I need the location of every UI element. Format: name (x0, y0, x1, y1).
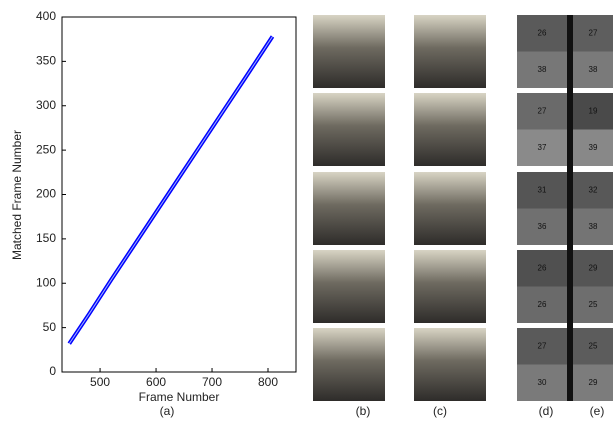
y-tick-label: 200 (36, 187, 56, 201)
image-c (414, 93, 486, 166)
image-c (414, 15, 486, 88)
cell-value: 38 (589, 65, 598, 74)
cell-value: 26 (538, 28, 547, 37)
cell-e (573, 250, 613, 287)
caption: (b) (356, 404, 371, 418)
cell-e (573, 208, 613, 245)
caption: (a) (160, 404, 175, 418)
image-b (313, 93, 385, 166)
cell-e (573, 51, 613, 88)
cell-d (517, 250, 567, 287)
cell-value: 38 (538, 65, 547, 74)
cell-e (573, 364, 613, 401)
image-b (313, 15, 385, 88)
x-tick-label: 800 (258, 375, 278, 389)
cell-d (517, 51, 567, 88)
cell-e (573, 129, 613, 166)
y-tick-label: 150 (36, 231, 56, 245)
cell-d (517, 208, 567, 245)
image-b (313, 328, 385, 401)
cell-value: 26 (538, 300, 547, 309)
cell-value: 29 (589, 263, 598, 272)
cell-e (573, 286, 613, 323)
y-tick-label: 350 (36, 54, 56, 68)
cell-value: 27 (538, 341, 547, 350)
plot-frame (61, 16, 297, 373)
image-b (313, 250, 385, 323)
caption: (d) (539, 404, 554, 418)
y-tick-label: 0 (49, 364, 56, 378)
cell-d (517, 15, 567, 52)
image-b (313, 172, 385, 245)
cell-d (517, 93, 567, 130)
cell-value: 27 (589, 28, 598, 37)
image-c (414, 172, 486, 245)
cell-value: 31 (538, 185, 547, 194)
cell-value: 29 (589, 378, 598, 387)
cell-value: 38 (589, 222, 598, 231)
cell-value: 30 (538, 378, 547, 387)
cell-value: 32 (589, 185, 598, 194)
cell-e (573, 15, 613, 52)
y-tick-label: 50 (43, 320, 57, 334)
cell-value: 39 (589, 143, 598, 152)
cell-value: 27 (538, 106, 547, 115)
y-tick-label: 100 (36, 275, 56, 289)
cell-value: 37 (538, 143, 547, 152)
caption: (c) (433, 404, 447, 418)
cell-value: 26 (538, 263, 547, 272)
y-tick-label: 300 (36, 98, 56, 112)
data-line-highlight (68, 36, 273, 344)
cell-value: 25 (589, 341, 598, 350)
x-axis-label: Frame Number (139, 390, 220, 404)
cell-d (517, 172, 567, 209)
cell-e (573, 328, 613, 365)
x-tick-label: 600 (146, 375, 166, 389)
x-tick-label: 700 (202, 375, 222, 389)
cell-d (517, 328, 567, 365)
image-c (414, 250, 486, 323)
cell-d (517, 364, 567, 401)
y-tick-label: 250 (36, 142, 56, 156)
cell-e (573, 172, 613, 209)
x-tick-label: 500 (90, 375, 110, 389)
caption: (e) (590, 404, 605, 418)
divider (567, 15, 573, 401)
y-tick-label: 400 (36, 9, 56, 23)
cell-e (573, 93, 613, 130)
cell-value: 36 (538, 222, 547, 231)
cell-value: 25 (589, 300, 598, 309)
image-c (414, 328, 486, 401)
cell-d (517, 129, 567, 166)
cell-value: 19 (589, 106, 598, 115)
cell-d (517, 286, 567, 323)
y-axis-label: Matched Frame Number (10, 130, 24, 260)
